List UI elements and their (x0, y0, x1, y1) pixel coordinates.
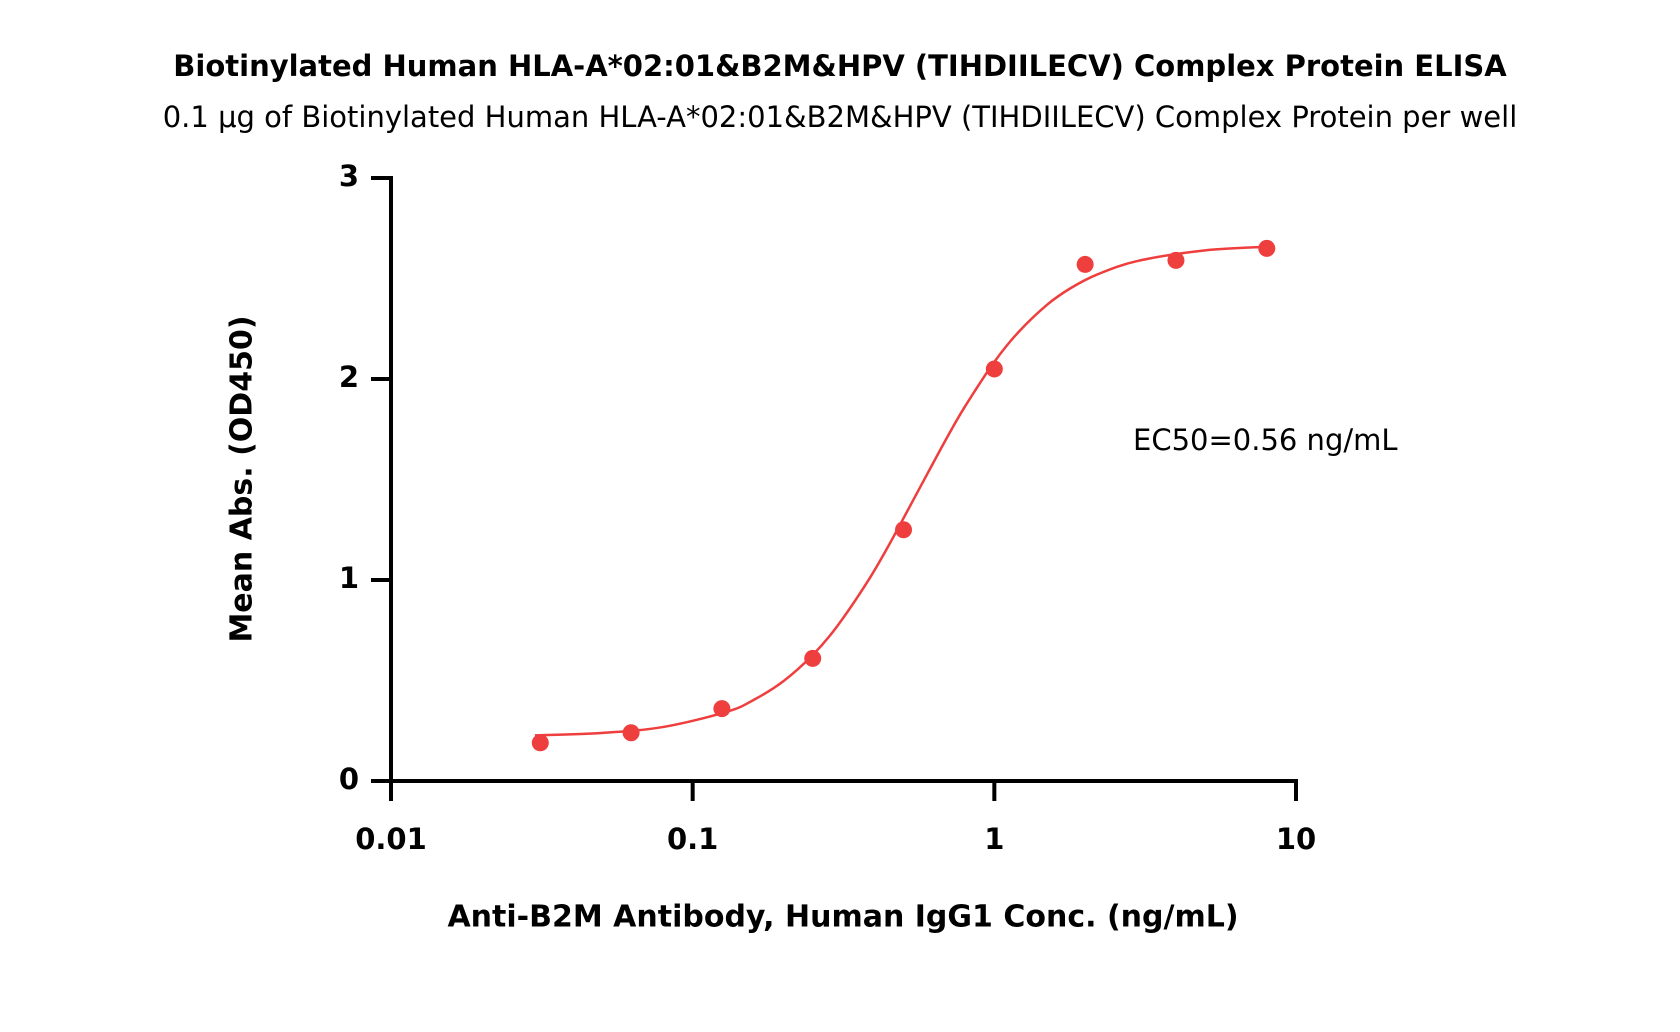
y-tick-label: 1 (339, 561, 359, 595)
x-tick-label: 0.01 (355, 822, 427, 856)
annotation: EC50=0.56 ng/mL (1133, 423, 1398, 457)
x-tick-label: 1 (984, 822, 1004, 856)
data-point (1258, 239, 1276, 257)
x-tick-label: 10 (1276, 822, 1316, 856)
y-tick-label: 0 (339, 762, 359, 796)
y-axis-label: Mean Abs. (OD450) (225, 315, 260, 642)
data-point (1167, 251, 1185, 269)
x-tick-label: 0.1 (667, 822, 718, 856)
data-point (713, 700, 731, 718)
data-point (1076, 255, 1094, 273)
data-point (985, 360, 1003, 378)
data-point (531, 734, 549, 752)
data-point (895, 521, 913, 539)
data-point (804, 649, 822, 667)
y-tick-label: 3 (339, 159, 359, 193)
chart-subtitle: 0.1 μg of Biotinylated Human HLA-A*02:01… (163, 100, 1518, 134)
y-tick-label: 2 (339, 360, 359, 394)
data-point (622, 724, 640, 742)
fit-curve (534, 245, 1267, 737)
chart-title: Biotinylated Human HLA-A*02:01&B2M&HPV (… (173, 49, 1507, 83)
x-axis-label: Anti-B2M Antibody, Human IgG1 Conc. (ng/… (447, 900, 1238, 935)
